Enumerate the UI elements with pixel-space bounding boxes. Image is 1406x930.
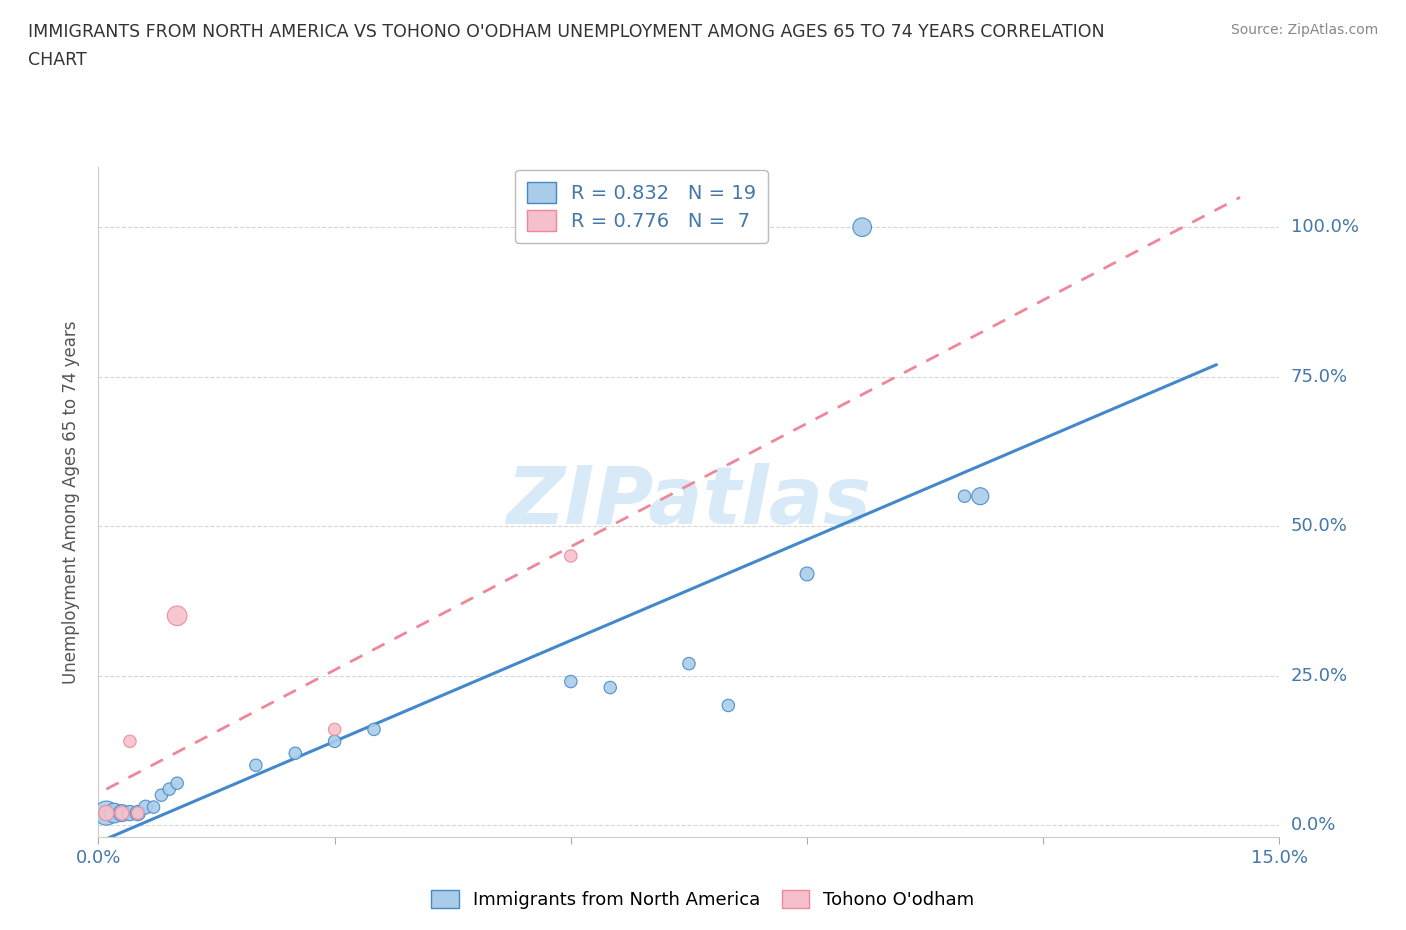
Point	[953, 489, 976, 504]
Point	[111, 805, 134, 820]
Text: ZIPatlas: ZIPatlas	[506, 463, 872, 541]
Point	[323, 734, 346, 749]
Point	[599, 680, 621, 695]
Point	[157, 782, 180, 797]
Text: CHART: CHART	[28, 51, 87, 69]
Point	[166, 608, 188, 623]
Point	[127, 805, 149, 820]
Point	[127, 805, 149, 820]
Point	[560, 549, 582, 564]
Point	[796, 566, 818, 581]
Y-axis label: Unemployment Among Ages 65 to 74 years: Unemployment Among Ages 65 to 74 years	[62, 321, 80, 684]
Point	[118, 734, 141, 749]
Point	[111, 805, 134, 820]
Point	[150, 788, 173, 803]
Text: 75.0%: 75.0%	[1291, 367, 1348, 386]
Point	[118, 805, 141, 820]
Point	[142, 800, 165, 815]
Point	[323, 722, 346, 737]
Point	[717, 698, 740, 713]
Point	[166, 776, 188, 790]
Point	[103, 805, 125, 820]
Text: IMMIGRANTS FROM NORTH AMERICA VS TOHONO O'ODHAM UNEMPLOYMENT AMONG AGES 65 TO 74: IMMIGRANTS FROM NORTH AMERICA VS TOHONO …	[28, 23, 1105, 41]
Text: Source: ZipAtlas.com: Source: ZipAtlas.com	[1230, 23, 1378, 37]
Point	[969, 489, 991, 504]
Text: 100.0%: 100.0%	[1291, 219, 1358, 236]
Point	[284, 746, 307, 761]
Legend: R = 0.832   N = 19, R = 0.776   N =  7: R = 0.832 N = 19, R = 0.776 N = 7	[515, 170, 768, 243]
Point	[363, 722, 385, 737]
Point	[851, 219, 873, 234]
Point	[560, 674, 582, 689]
Point	[678, 657, 700, 671]
Point	[135, 800, 157, 815]
Point	[96, 805, 118, 820]
Point	[96, 805, 118, 820]
Point	[245, 758, 267, 773]
Text: 25.0%: 25.0%	[1291, 667, 1348, 684]
Text: 0.0%: 0.0%	[1291, 816, 1336, 834]
Legend: Immigrants from North America, Tohono O'odham: Immigrants from North America, Tohono O'…	[425, 883, 981, 916]
Text: 50.0%: 50.0%	[1291, 517, 1347, 535]
